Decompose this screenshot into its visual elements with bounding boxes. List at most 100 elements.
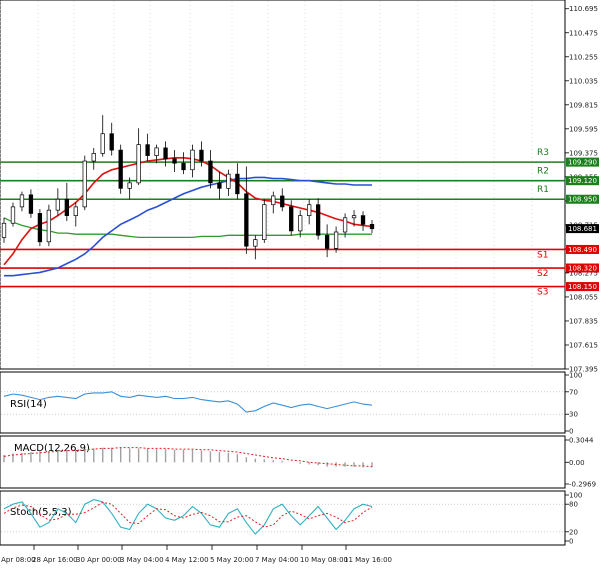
candle-body-bull [262,204,267,240]
candle-body-bear [324,234,330,249]
sma-green-line [3,217,372,239]
candle [55,188,61,216]
price-tick-label: 110.035 [569,77,598,85]
candle [181,152,186,175]
time-tick-label: 10 May 08:00 [300,556,348,564]
candle-body-bear [289,206,294,232]
level-price-text-r2: 109.120 [568,177,597,185]
candle [154,144,159,164]
current-price-text: 108.681 [568,225,597,233]
stoch-tick-label: 100 [569,492,582,500]
candle-body-bull [1,222,7,238]
candle [28,189,34,218]
candle-body-bear [181,162,186,171]
rsi-tick-label: 100 [569,372,582,380]
candle [190,144,195,178]
candle-body-bull [351,215,357,219]
candle [136,128,141,186]
time-tick-label: 30 Apr 00:00 [76,556,122,564]
level-price-text-s3: 108.150 [568,283,597,291]
candle-body-bear [28,194,34,214]
candle [315,198,321,240]
candle [271,191,276,214]
candle-body-bull [46,209,52,243]
time-tick-label: 4 May 12:00 [165,556,209,564]
candle [280,188,285,212]
candle-body-bull [190,149,195,171]
candle-body-bull [136,144,141,184]
candle [91,147,96,170]
candle-body-bull [91,153,96,162]
time-tick-label: 11 May 16:00 [344,556,392,564]
macd-tick-label: 0.3044 [569,437,594,445]
macd-signal-line [3,447,373,468]
level-price-box-s1 [566,244,599,254]
candle [19,191,25,212]
rsi-tick-label: 0 [569,428,573,436]
candle [298,210,303,238]
candle-body-bear [109,133,114,151]
candle-body-bear [172,158,177,164]
candle [235,163,240,200]
candle-body-bear [37,213,43,243]
candle-body-bull [298,215,303,232]
level-price-text-s1: 108.490 [568,246,597,254]
level-price-text-s2: 108.320 [568,265,597,273]
level-price-box-r3 [566,157,599,167]
candle-body-bull [55,198,61,211]
rsi-label: RSI(14) [10,399,47,410]
price-tick-label: 109.375 [569,149,598,157]
candle-body-bull [253,239,258,247]
macd-label: MACD(12,26,9) [14,443,90,454]
candle [333,226,339,253]
sma-blue-line [4,176,372,277]
candle [307,199,312,225]
candle-body-bear [235,173,240,195]
time-tick-label: 7 May 04:00 [255,556,299,564]
candle [208,150,213,189]
candle-body-bear [145,144,150,156]
candle-body-bear [360,215,366,225]
candle-body-bear [199,149,204,162]
stoch-tick-label: 0 [569,538,573,546]
candle [46,204,52,247]
candle [82,155,87,211]
level-label-s2: S2 [537,269,548,279]
candle [342,213,348,238]
price-tick-label: 108.275 [569,269,598,277]
candle-body-bear [64,198,69,216]
candle [244,166,249,254]
candle [109,122,114,156]
candle-body-bull [19,194,25,208]
level-price-box-r2 [566,176,599,186]
candle [73,202,78,227]
macd-tick-label: 0.00 [569,459,585,467]
candle [100,115,105,157]
candle-body-bear [208,160,213,184]
candle-body-bear [118,149,123,189]
level-price-box-s3 [566,282,599,292]
price-tick-label: 108.055 [569,293,598,301]
rsi-tick-label: 30 [569,411,578,419]
level-price-box-r1 [566,194,599,204]
stoch-k-line [3,499,373,535]
price-tick-label: 107.835 [569,317,598,325]
candles [1,115,375,260]
candle [369,219,375,234]
candle [127,177,132,200]
level-price-box-s2 [566,263,599,273]
candle [351,210,357,227]
candle-body-bear [244,193,249,247]
price-tick-label: 110.255 [569,53,598,61]
time-tick-label: 28 Apr 16:00 [32,556,78,564]
candle [1,217,7,243]
candle-body-bull [73,206,78,216]
candle [289,200,294,236]
candle [199,141,204,167]
time-tick-label: 27 Apr 08:00 [0,556,36,564]
candle [172,150,177,172]
candle [360,211,366,231]
candle [262,199,267,243]
